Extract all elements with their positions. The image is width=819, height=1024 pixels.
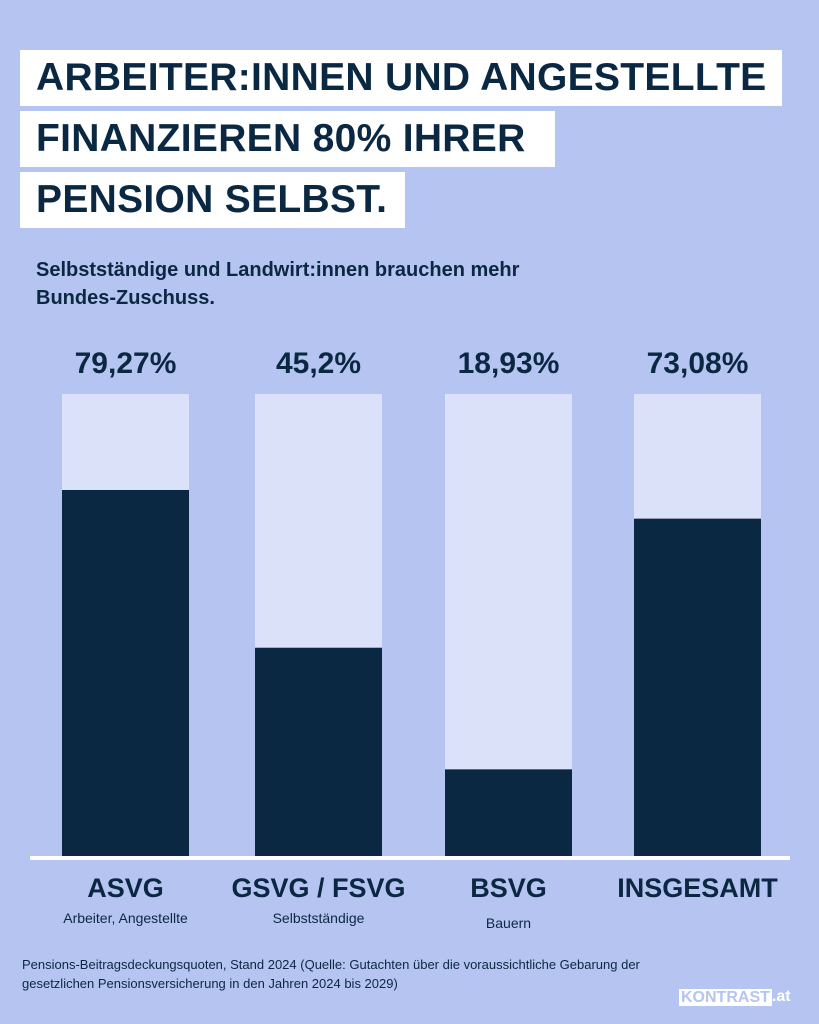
footnote: Pensions-Beitragsdeckungsquoten, Stand 2… [22,957,640,991]
category-sublabel: Selbstständige [273,910,365,926]
bar-chart: 79,27% ASVG Arbeiter, Angestellte 45,2% GSVG… [30,347,790,931]
logo-suffix: .at [771,988,791,1005]
category-sublabel: Bauern [486,915,531,931]
kontrast-logo: KONTRAST .at [679,988,791,1006]
bar-3 [634,518,761,857]
value-label: 73,08% [647,347,749,380]
bar-0 [62,489,189,857]
title-line-2: FINANZIEREN 80% IHRER [20,111,555,167]
title-line-1: ARBEITER:INNEN UND ANGESTELLTE [20,50,782,106]
logo-main: KONTRAST [679,988,772,1006]
subtitle: Selbstständige und Landwirt:innen brauch… [36,259,520,309]
category-label: GSVG / FSVG [231,873,405,903]
category-sublabel: Arbeiter, Angestellte [63,910,188,926]
title-line-3: PENSION SELBST. [20,172,405,228]
bar-2 [445,769,572,857]
category-label: BSVG [470,873,547,903]
value-label: 18,93% [458,347,560,380]
value-label: 45,2% [276,347,361,380]
bar-1 [255,647,382,857]
category-label: INSGESAMT [617,873,778,903]
x-axis-line [30,856,790,860]
category-label: ASVG [87,873,164,903]
value-label: 79,27% [75,347,177,380]
